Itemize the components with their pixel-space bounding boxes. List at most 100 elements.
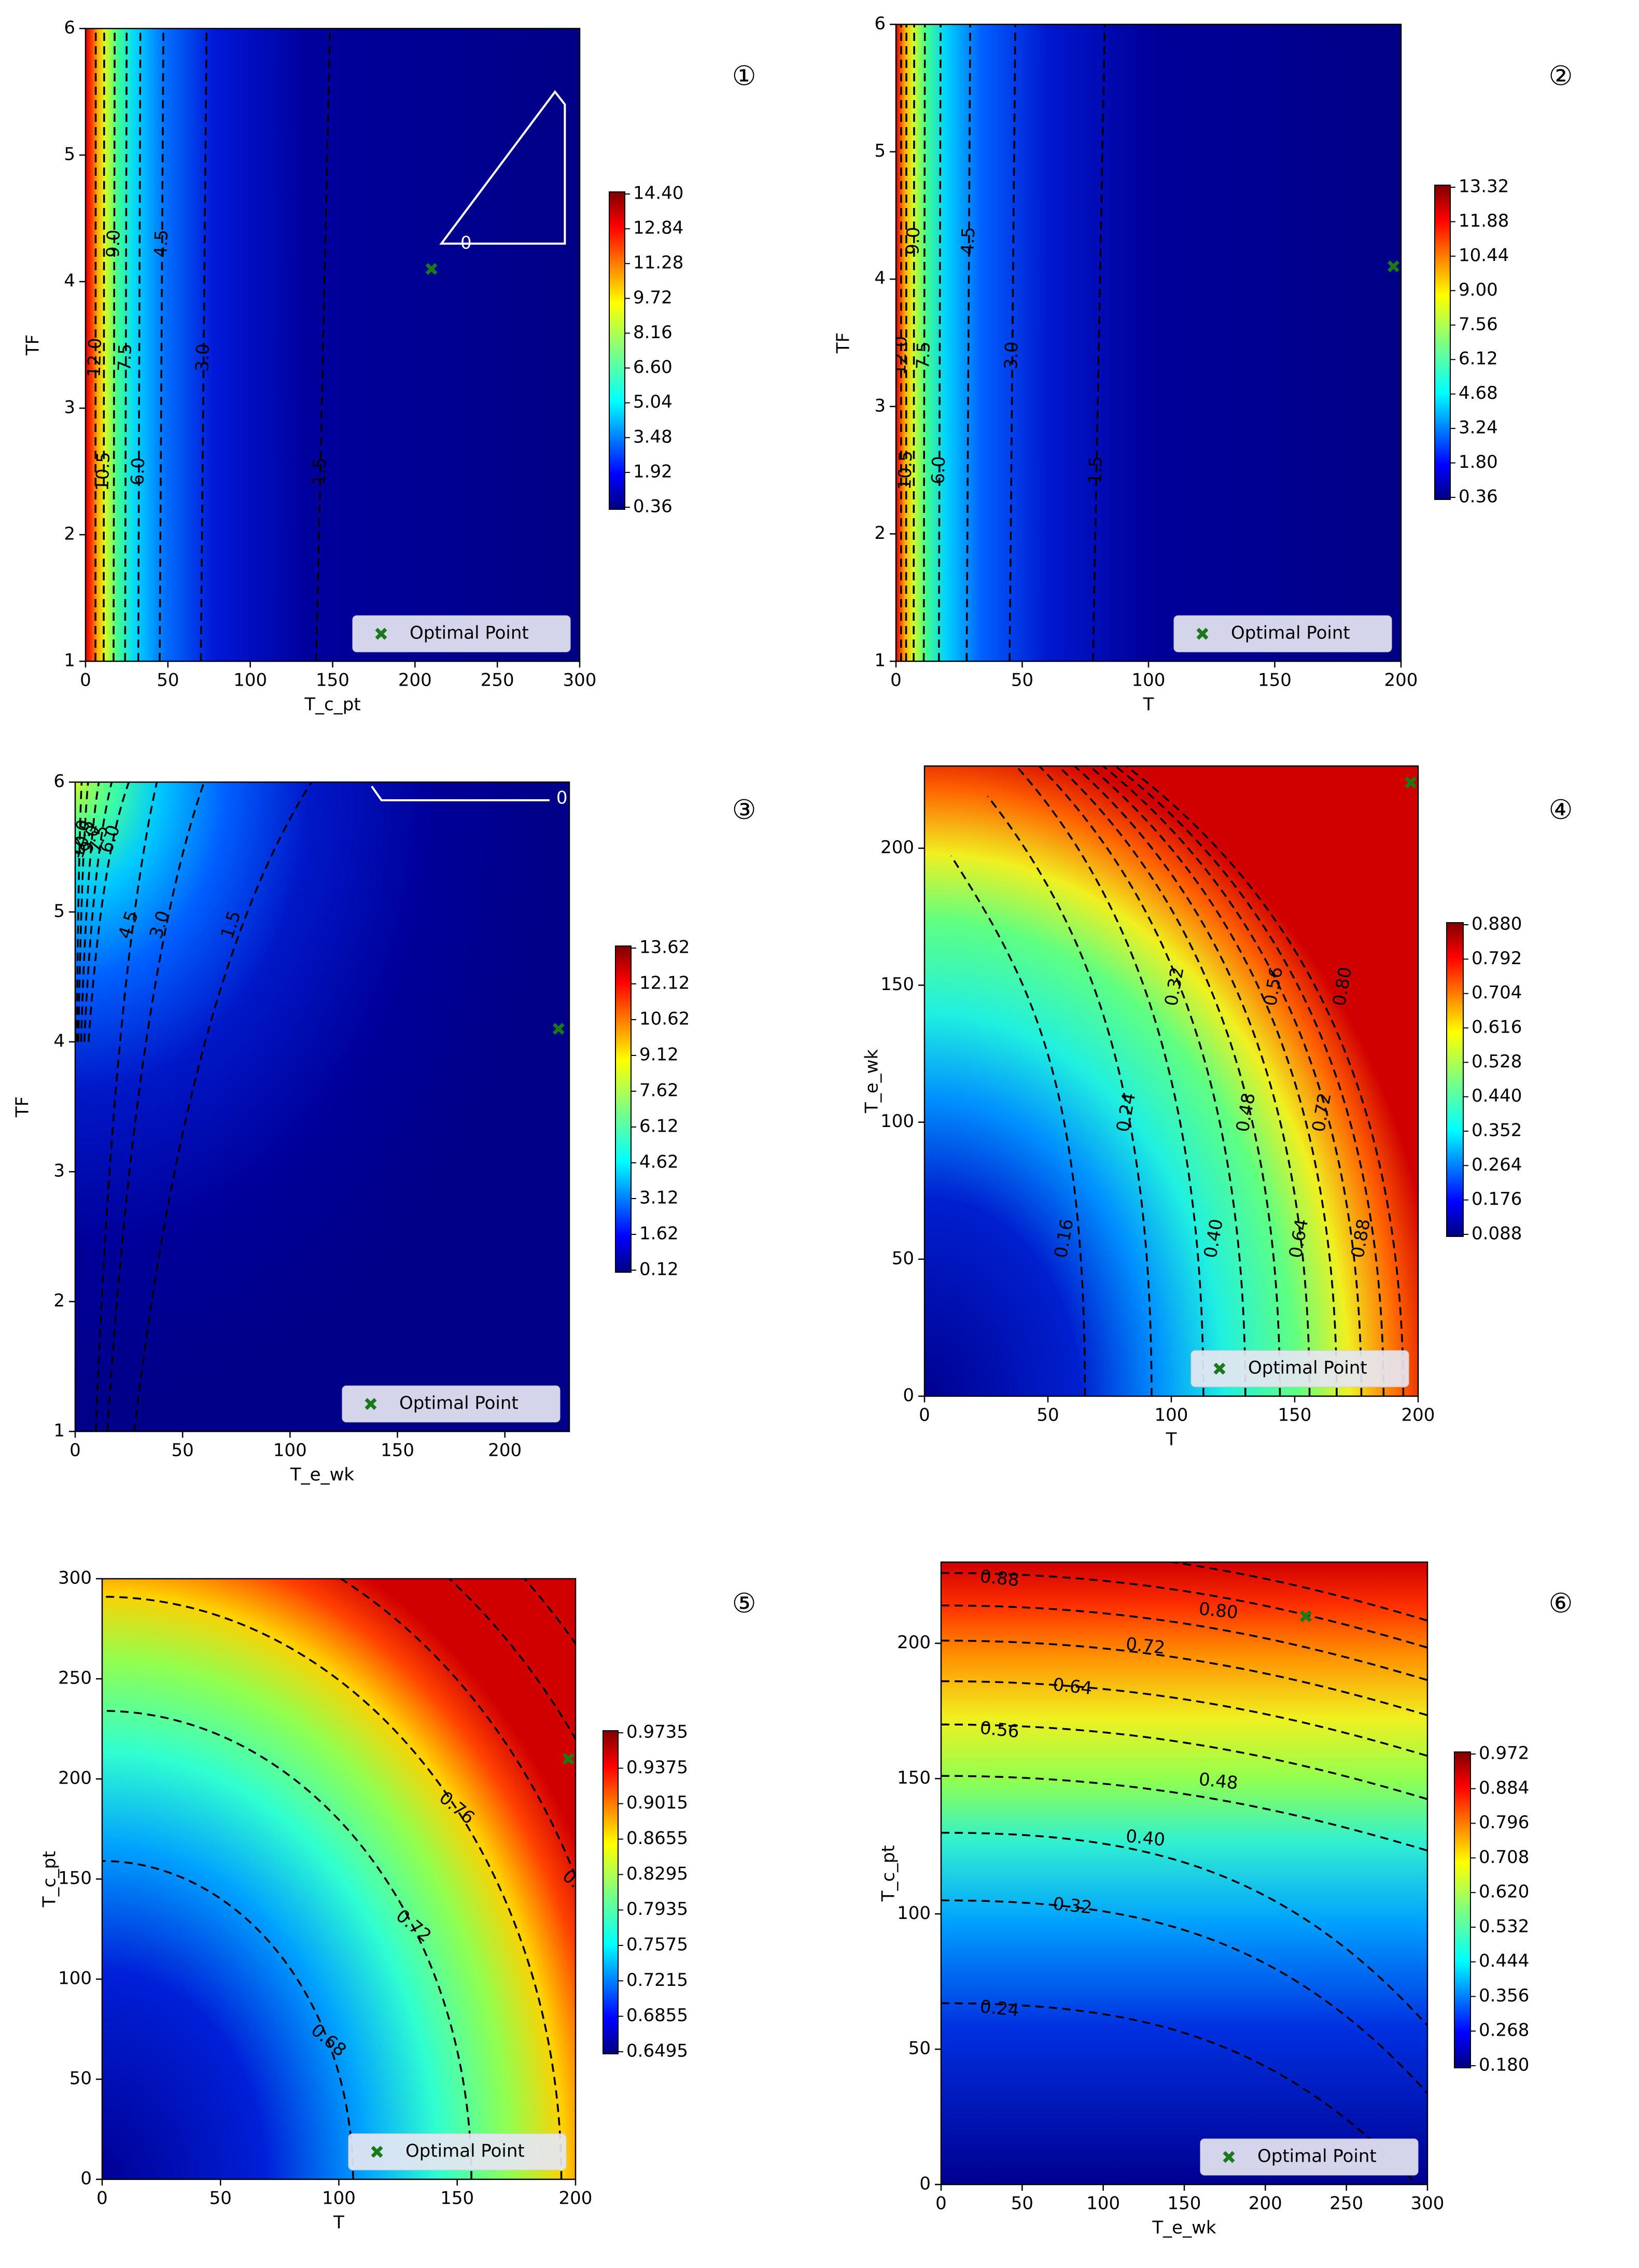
colorbar-tick-label: 0.880 bbox=[1472, 914, 1522, 935]
contour-line bbox=[1102, 766, 1363, 1396]
colorbar-tick-label: 0.7575 bbox=[626, 1935, 688, 1955]
contour-line bbox=[941, 1604, 1427, 1681]
contour-label: 0.80 bbox=[1198, 1598, 1239, 1623]
contour-line bbox=[938, 24, 942, 661]
colorbar-tick-label: 0.8655 bbox=[626, 1828, 688, 1849]
colorbar-tick-label: 0.36 bbox=[633, 496, 673, 517]
x-tick-label: 100 bbox=[1155, 1405, 1188, 1426]
colorbar-tick-label: 9.00 bbox=[1459, 280, 1498, 300]
x-tick-label: 100 bbox=[1132, 670, 1166, 691]
x-tick-label: 50 bbox=[1011, 2193, 1033, 2214]
y-tick-label: 1 bbox=[874, 650, 886, 671]
colorbar-tick-label: 0.268 bbox=[1479, 2020, 1529, 2041]
y-tick-label: 3 bbox=[874, 395, 886, 416]
contour-line bbox=[1015, 766, 1204, 1396]
colorbar-tick-label: 0.6495 bbox=[626, 2041, 688, 2062]
contour-label: 0.32 bbox=[1052, 1894, 1093, 1918]
legend-box bbox=[352, 615, 571, 652]
colorbar-tick-label: 1.92 bbox=[633, 461, 673, 482]
contour-line bbox=[1166, 1562, 1427, 1622]
zero-contour bbox=[439, 90, 566, 245]
y-tick-label: 250 bbox=[58, 1668, 92, 1689]
colorbar-tick-label: 0.6855 bbox=[626, 2005, 688, 2026]
x-tick-label: 100 bbox=[322, 2188, 356, 2209]
legend-marker-icon bbox=[371, 2146, 383, 2158]
contour-line bbox=[941, 2002, 1418, 2184]
y-tick-label: 6 bbox=[64, 18, 75, 38]
colorbar bbox=[1446, 922, 1464, 1237]
contour-label: 6.0 bbox=[127, 457, 149, 485]
legend-box bbox=[1173, 615, 1392, 652]
x-tick-label: 0 bbox=[935, 2193, 947, 2214]
y-tick-label: 4 bbox=[53, 1031, 65, 1051]
y-tick-label: 0 bbox=[80, 2168, 92, 2189]
colorbar-tick-label: 0.12 bbox=[639, 1259, 679, 1280]
y-tick-label: 200 bbox=[880, 837, 914, 858]
contour-label: 0.40 bbox=[1125, 1826, 1166, 1850]
contour-label: 0.48 bbox=[1198, 1769, 1239, 1794]
colorbar-tick-label: 6.12 bbox=[1459, 349, 1498, 369]
contour-label: 7.5 bbox=[913, 341, 934, 370]
plot-frame bbox=[74, 781, 570, 1432]
colorbar-tick-label: 6.60 bbox=[633, 357, 673, 378]
heatmap-field bbox=[102, 1579, 576, 2179]
contour-line bbox=[106, 782, 205, 1431]
legend-box bbox=[348, 2133, 567, 2170]
colorbar-tick-label: 11.88 bbox=[1459, 211, 1509, 231]
legend-marker-icon bbox=[1196, 628, 1209, 640]
colorbar-tick-label: 0.9375 bbox=[626, 1757, 688, 1778]
contour-label: 4.5 bbox=[150, 229, 172, 258]
legend-label: Optimal Point bbox=[410, 623, 529, 644]
colorbar-tick-label: 3.12 bbox=[639, 1188, 679, 1208]
y-tick-label: 150 bbox=[897, 1768, 931, 1788]
x-tick-label: 50 bbox=[1011, 670, 1033, 691]
contour-label: 12.0 bbox=[84, 338, 106, 378]
y-axis-label: TF bbox=[23, 335, 44, 356]
colorbar-tick-label: 0.7215 bbox=[626, 1970, 688, 1991]
x-tick-label: 0 bbox=[96, 2188, 108, 2209]
x-axis-label: T_c_pt bbox=[304, 694, 360, 715]
colorbar-tick-label: 0.884 bbox=[1479, 1777, 1529, 1798]
colorbar-tick-label: 13.32 bbox=[1459, 176, 1509, 197]
contour-line bbox=[1039, 766, 1246, 1396]
panel-number: ④ bbox=[1549, 795, 1573, 826]
contour-label: 0.56 bbox=[979, 1718, 1020, 1743]
y-tick-label: 200 bbox=[58, 1768, 92, 1789]
x-tick-label: 150 bbox=[1258, 670, 1292, 691]
contour-line bbox=[137, 29, 142, 661]
y-axis-label: T_e_wk bbox=[862, 1049, 882, 1114]
contour-label: 0.24 bbox=[979, 1996, 1020, 2021]
legend-marker-icon bbox=[1213, 1362, 1226, 1375]
colorbar-tick-label: 7.56 bbox=[1459, 314, 1498, 335]
y-axis-label: T_c_pt bbox=[39, 1851, 60, 1908]
legend-label: Optimal Point bbox=[1231, 623, 1350, 644]
contour-line bbox=[76, 782, 83, 1042]
colorbar-tick-label: 9.12 bbox=[639, 1045, 679, 1065]
colorbar-tick-label: 4.62 bbox=[639, 1152, 679, 1173]
y-tick-label: 50 bbox=[892, 1248, 914, 1269]
contour-line bbox=[102, 1595, 563, 2179]
contour-line bbox=[922, 24, 926, 661]
y-axis-label: TF bbox=[12, 1096, 33, 1118]
contour-line bbox=[1114, 766, 1385, 1396]
contour-label: 3.0 bbox=[192, 343, 214, 372]
colorbar-tick-label: 7.62 bbox=[639, 1080, 679, 1101]
panel-1: 1.53.04.56.07.59.010.512.000 50 100 150 200 2… bbox=[23, 18, 757, 715]
zero-contour bbox=[371, 785, 550, 801]
y-tick-label: 3 bbox=[64, 397, 75, 418]
colorbar-tick-label: 0.444 bbox=[1479, 1951, 1529, 1971]
colorbar-tick-label: 0.8295 bbox=[626, 1863, 688, 1884]
panel-number: ⑤ bbox=[732, 1588, 757, 1619]
x-tick-label: 50 bbox=[1036, 1405, 1059, 1426]
contour-label: 12.0 bbox=[889, 336, 912, 375]
x-axis-label: T_e_wk bbox=[1152, 2218, 1216, 2238]
y-tick-label: 5 bbox=[874, 141, 886, 161]
legend-marker-icon bbox=[1223, 2151, 1235, 2163]
x-tick-label: 300 bbox=[1411, 2193, 1445, 2214]
contour-line bbox=[200, 29, 208, 661]
x-tick-label: 200 bbox=[1249, 2193, 1282, 2214]
panel-number: ③ bbox=[732, 795, 757, 826]
contour-label: 4.5 bbox=[957, 227, 979, 255]
x-tick-label: 150 bbox=[440, 2188, 474, 2209]
